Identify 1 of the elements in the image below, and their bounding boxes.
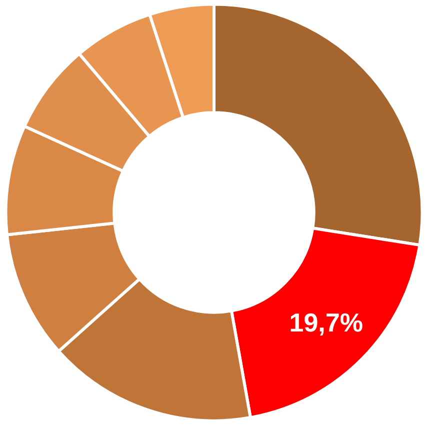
- data-label: 19,7%: [289, 308, 363, 338]
